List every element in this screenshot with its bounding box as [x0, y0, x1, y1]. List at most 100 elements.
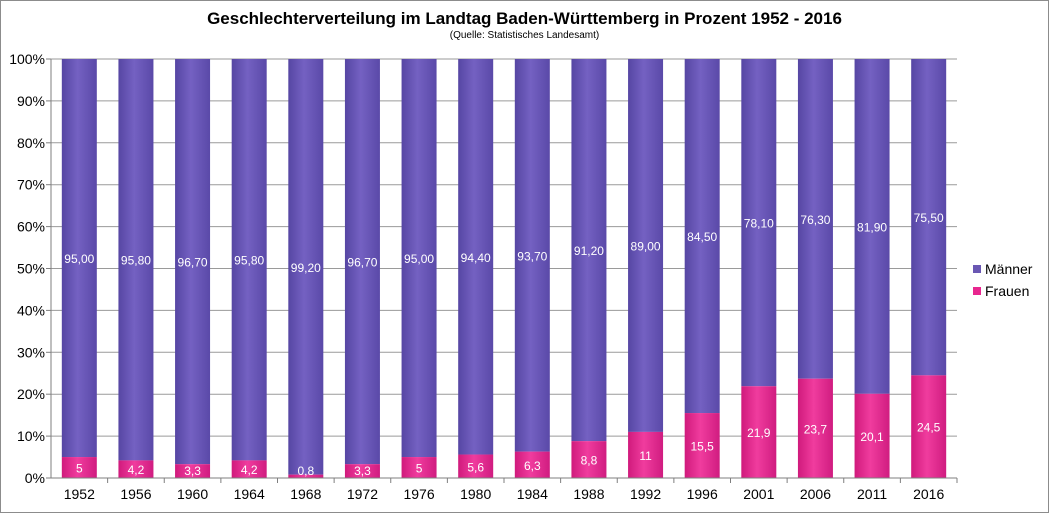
y-tick-label: 70%	[17, 177, 45, 193]
data-label-frauen: 0,8	[297, 464, 314, 478]
data-label-maenner: 78,10	[744, 217, 774, 231]
data-label-frauen: 15,5	[691, 440, 715, 454]
legend-swatch-frauen	[973, 287, 981, 295]
x-tick-label: 2016	[913, 486, 944, 502]
data-label-frauen: 8,8	[581, 454, 598, 468]
y-tick-label: 0%	[25, 470, 45, 486]
bar-frauen-1992	[628, 431, 664, 478]
data-label-frauen: 21,9	[747, 426, 771, 440]
legend-label-maenner: Männer	[985, 261, 1033, 277]
bar-maenner-1968	[288, 59, 324, 475]
x-tick-label: 2001	[743, 486, 774, 502]
y-tick-label: 30%	[17, 344, 45, 360]
y-tick-label: 80%	[17, 135, 45, 151]
bar-maenner-1972	[344, 59, 380, 465]
bar-maenner-2016	[911, 59, 947, 376]
x-tick-label: 1972	[347, 486, 378, 502]
x-tick-label: 1996	[687, 486, 718, 502]
chart-title: Geschlechterverteilung im Landtag Baden-…	[207, 9, 842, 28]
data-label-frauen: 5	[76, 462, 83, 476]
bar-maenner-2006	[797, 59, 833, 379]
bar-maenner-2011	[854, 59, 890, 394]
data-label-frauen: 11	[639, 449, 652, 463]
y-tick-label: 50%	[17, 261, 45, 277]
data-label-maenner: 95,00	[404, 252, 434, 266]
x-tick-label: 1976	[403, 486, 434, 502]
x-tick-label: 1980	[460, 486, 491, 502]
data-label-maenner: 96,70	[347, 256, 377, 270]
data-label-maenner: 75,50	[914, 211, 944, 225]
bar-frauen-2011	[854, 393, 890, 478]
data-label-frauen: 20,1	[860, 430, 884, 444]
legend-item-frauen: Frauen	[973, 280, 1032, 302]
bar-maenner-1956	[118, 59, 154, 461]
bar-frauen-2006	[797, 378, 833, 478]
bar-frauen-1980	[458, 454, 494, 478]
data-label-maenner: 99,20	[291, 261, 321, 275]
bar-frauen-1972	[344, 464, 380, 478]
x-tick-label: 1992	[630, 486, 661, 502]
data-label-maenner: 76,30	[800, 213, 830, 227]
data-label-maenner: 93,70	[517, 249, 547, 263]
data-label-frauen: 24,5	[917, 421, 941, 435]
data-label-frauen: 5	[416, 462, 423, 476]
legend-item-maenner: Männer	[973, 258, 1032, 280]
bar-frauen-1988	[571, 441, 607, 478]
data-label-frauen: 3,3	[354, 464, 371, 478]
data-label-maenner: 95,80	[121, 254, 151, 268]
y-tick-label: 90%	[17, 93, 45, 109]
bar-maenner-1976	[401, 59, 437, 458]
x-tick-label: 2006	[800, 486, 831, 502]
data-label-maenner: 84,50	[687, 230, 717, 244]
bar-frauen-1960	[175, 464, 211, 478]
chart-legend: Männer Frauen	[973, 258, 1032, 302]
data-label-frauen: 3,3	[184, 464, 201, 478]
bar-frauen-1968	[288, 474, 324, 478]
data-label-maenner: 96,70	[178, 256, 208, 270]
bar-frauen-1976	[401, 457, 437, 478]
data-label-maenner: 95,80	[234, 254, 264, 268]
data-label-frauen: 5,6	[467, 460, 484, 474]
data-label-frauen: 4,2	[128, 463, 145, 477]
x-tick-label: 1988	[573, 486, 604, 502]
data-label-maenner: 94,40	[461, 251, 491, 265]
bar-frauen-1984	[514, 451, 550, 478]
bar-maenner-1992	[628, 59, 664, 432]
x-tick-label: 1968	[290, 486, 321, 502]
y-tick-label: 60%	[17, 219, 45, 235]
bar-maenner-1952	[61, 59, 97, 458]
bar-maenner-1984	[514, 59, 550, 452]
bar-maenner-1996	[684, 59, 720, 414]
legend-label-frauen: Frauen	[985, 283, 1030, 299]
bar-maenner-1964	[231, 59, 267, 461]
y-tick-label: 20%	[17, 386, 45, 402]
bar-frauen-2016	[911, 375, 947, 478]
x-tick-label: 1952	[64, 486, 95, 502]
bar-maenner-2001	[741, 59, 777, 387]
x-tick-label: 1984	[517, 486, 548, 502]
data-label-maenner: 89,00	[631, 239, 661, 253]
data-label-frauen: 23,7	[804, 422, 828, 436]
x-tick-label: 2011	[857, 486, 887, 502]
bar-maenner-1960	[175, 59, 211, 465]
bar-frauen-1964	[231, 460, 267, 478]
bar-maenner-1988	[571, 59, 607, 442]
chart-subtitle: (Quelle: Statistisches Landesamt)	[449, 30, 600, 41]
legend-swatch-maenner	[973, 265, 981, 273]
data-label-maenner: 95,00	[64, 252, 94, 266]
x-tick-label: 1956	[120, 486, 151, 502]
data-label-frauen: 4,2	[241, 463, 258, 477]
bar-frauen-2001	[741, 386, 777, 478]
y-tick-label: 10%	[17, 428, 45, 444]
data-label-frauen: 6,3	[524, 459, 541, 473]
data-label-maenner: 91,20	[574, 244, 604, 258]
bar-frauen-1996	[684, 413, 720, 478]
bar-frauen-1956	[118, 460, 154, 478]
x-tick-label: 1960	[177, 486, 208, 502]
bar-maenner-1980	[458, 59, 494, 455]
bar-frauen-1952	[61, 457, 97, 478]
y-tick-label: 40%	[17, 302, 45, 318]
data-label-maenner: 81,90	[857, 220, 887, 234]
x-tick-label: 1964	[234, 486, 265, 502]
